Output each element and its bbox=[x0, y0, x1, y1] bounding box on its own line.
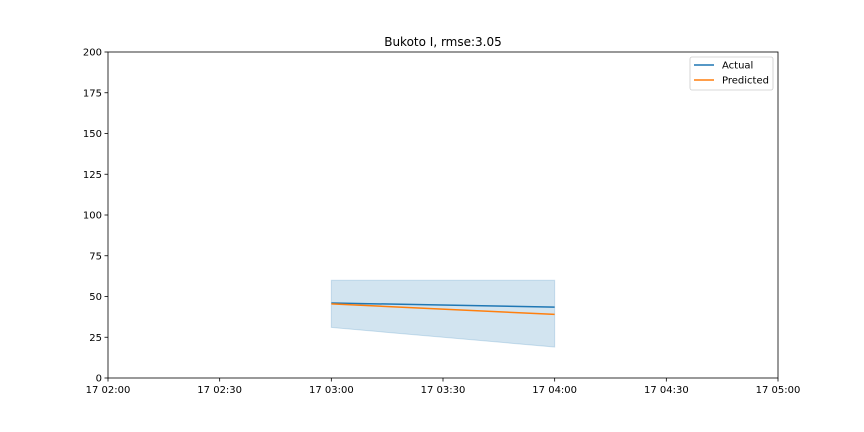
y-tick-label: 125 bbox=[83, 170, 102, 181]
series-line-predicted bbox=[331, 303, 555, 316]
y-tick-label: 150 bbox=[83, 129, 102, 140]
confidence-band-layer bbox=[330, 279, 556, 348]
y-tick-label: 25 bbox=[89, 333, 102, 344]
y-tick-label: 175 bbox=[83, 88, 102, 99]
y-tick-label: 50 bbox=[89, 292, 102, 303]
y-tick-label: 0 bbox=[96, 374, 102, 385]
chart-title: Bukoto I, rmse:3.05 bbox=[384, 35, 502, 49]
y-tick-label: 100 bbox=[83, 211, 102, 222]
x-tick-label: 17 02:30 bbox=[197, 385, 242, 396]
series-line-actual bbox=[331, 302, 555, 308]
legend: Actual Predicted bbox=[689, 56, 774, 91]
confidence-band bbox=[330, 279, 556, 348]
legend-label-actual: Actual bbox=[722, 61, 753, 72]
x-tick-label: 17 03:00 bbox=[309, 385, 354, 396]
x-tick-label: 17 02:00 bbox=[86, 385, 131, 396]
x-tick-label: 17 05:00 bbox=[756, 385, 801, 396]
y-tick-label: 75 bbox=[89, 251, 102, 262]
axes-layer: 0 25 50 75 100 125 150 175 200 17 02:00 17 02:30 17… bbox=[83, 48, 800, 397]
x-tick-label: 17 04:00 bbox=[532, 385, 577, 396]
y-tick-label: 200 bbox=[83, 48, 102, 59]
x-tick-label: 17 04:30 bbox=[644, 385, 689, 396]
legend-label-predicted: Predicted bbox=[722, 76, 769, 87]
x-tick-label: 17 03:30 bbox=[421, 385, 466, 396]
series-layer bbox=[331, 302, 555, 316]
